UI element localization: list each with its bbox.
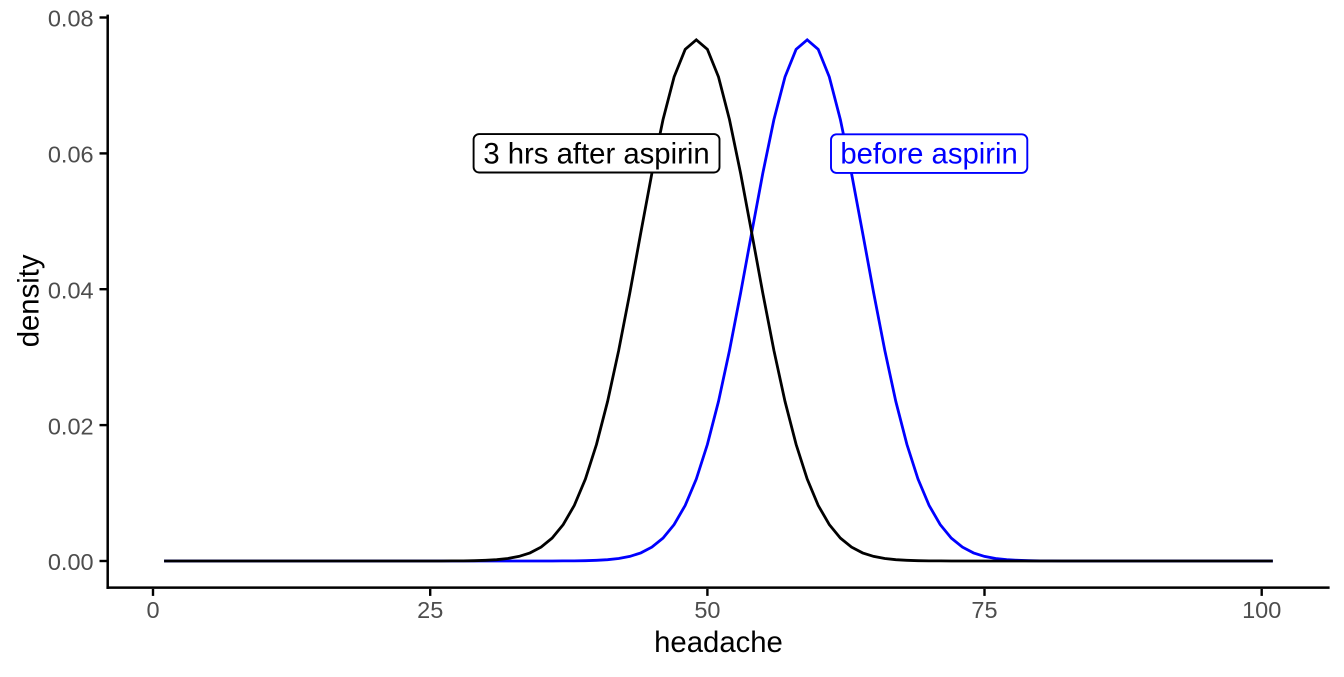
- svg-text:0.02: 0.02: [48, 413, 94, 439]
- svg-text:before aspirin: before aspirin: [840, 137, 1018, 170]
- svg-text:0: 0: [146, 597, 159, 623]
- svg-text:50: 50: [694, 597, 720, 623]
- svg-text:0.06: 0.06: [48, 142, 94, 168]
- svg-text:0.04: 0.04: [48, 278, 94, 304]
- svg-text:100: 100: [1242, 597, 1281, 623]
- svg-text:3 hrs after aspirin: 3 hrs after aspirin: [483, 137, 709, 170]
- svg-text:25: 25: [417, 597, 443, 623]
- svg-text:0.08: 0.08: [48, 6, 94, 32]
- svg-text:headache: headache: [654, 626, 783, 659]
- svg-text:75: 75: [971, 597, 997, 623]
- svg-text:density: density: [13, 254, 46, 347]
- svg-text:0.00: 0.00: [48, 549, 94, 575]
